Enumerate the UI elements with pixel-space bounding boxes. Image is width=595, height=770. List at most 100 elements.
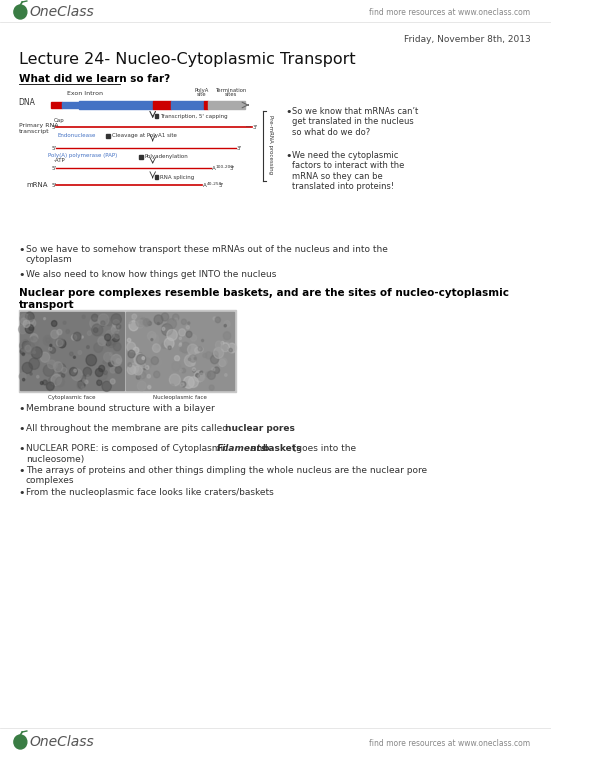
Circle shape [57,340,63,346]
Circle shape [127,338,131,342]
Text: baskets: baskets [262,444,302,453]
Circle shape [167,330,177,340]
Circle shape [43,317,46,320]
Circle shape [110,367,116,373]
Circle shape [103,360,106,363]
Circle shape [22,341,30,350]
Circle shape [142,357,145,360]
Circle shape [145,370,150,376]
Circle shape [71,334,77,340]
Circle shape [66,330,70,333]
Circle shape [84,380,88,383]
Text: Filaments: Filaments [217,444,267,453]
Circle shape [49,347,52,350]
Circle shape [198,346,203,352]
Circle shape [192,368,196,371]
Circle shape [174,356,180,361]
Text: (goes into the: (goes into the [290,444,356,453]
Circle shape [151,339,153,340]
Circle shape [22,363,33,373]
Circle shape [29,325,34,330]
Circle shape [130,363,139,373]
Circle shape [50,347,55,353]
Circle shape [203,353,207,357]
Circle shape [21,318,27,324]
Circle shape [214,367,220,373]
Circle shape [77,382,83,389]
Text: A: A [212,166,215,170]
Circle shape [152,344,160,353]
Circle shape [20,313,30,324]
Circle shape [101,321,105,326]
Circle shape [31,346,42,359]
Circle shape [22,353,24,356]
Circle shape [109,353,112,356]
Circle shape [30,336,38,346]
Text: •: • [18,245,25,255]
Text: Endonuclease: Endonuclease [57,132,96,138]
Circle shape [47,381,54,390]
Circle shape [82,336,83,338]
Circle shape [186,326,189,329]
Text: 40-250: 40-250 [206,182,222,186]
Text: •: • [18,444,25,454]
Circle shape [139,372,146,379]
Circle shape [194,370,205,382]
Text: transcript: transcript [18,129,49,133]
Circle shape [200,371,203,374]
Text: 5': 5' [52,146,57,150]
Circle shape [189,358,191,360]
Circle shape [28,314,33,320]
Circle shape [183,377,194,388]
Circle shape [180,342,190,353]
Circle shape [172,362,180,371]
Circle shape [57,330,62,335]
Circle shape [220,358,227,366]
Text: Cap: Cap [54,118,64,123]
Circle shape [151,357,158,365]
Circle shape [136,375,140,379]
Text: •: • [18,466,25,476]
Circle shape [133,347,139,353]
Circle shape [206,372,211,377]
Text: Exon Intron: Exon Intron [67,91,102,96]
Circle shape [142,363,146,368]
Circle shape [229,348,233,352]
Circle shape [111,354,122,366]
Circle shape [162,327,165,330]
Circle shape [150,334,159,343]
Circle shape [193,370,195,372]
Circle shape [58,338,64,345]
Circle shape [202,340,203,342]
Text: Polyadenylation: Polyadenylation [145,153,188,159]
Circle shape [40,381,43,384]
Circle shape [148,331,156,340]
Circle shape [73,332,81,341]
Text: Membrane bound structure with a bilayer: Membrane bound structure with a bilayer [26,404,215,413]
Circle shape [179,369,182,372]
Circle shape [46,382,54,390]
Circle shape [51,330,59,339]
Circle shape [58,340,66,348]
Circle shape [92,324,103,336]
Circle shape [164,338,174,349]
Circle shape [114,331,121,339]
Circle shape [149,320,155,326]
Bar [171,101,203,109]
Bar [107,134,110,138]
Circle shape [189,358,195,365]
Circle shape [30,373,32,375]
Text: •: • [285,107,292,117]
Circle shape [191,360,194,363]
Circle shape [156,344,159,348]
Circle shape [43,336,53,346]
Circle shape [14,735,27,749]
Circle shape [134,353,145,365]
Circle shape [83,367,92,377]
Circle shape [137,320,144,328]
Circle shape [147,374,151,378]
Circle shape [111,326,119,334]
Circle shape [18,325,27,334]
Bar [18,310,236,392]
Circle shape [99,365,105,372]
